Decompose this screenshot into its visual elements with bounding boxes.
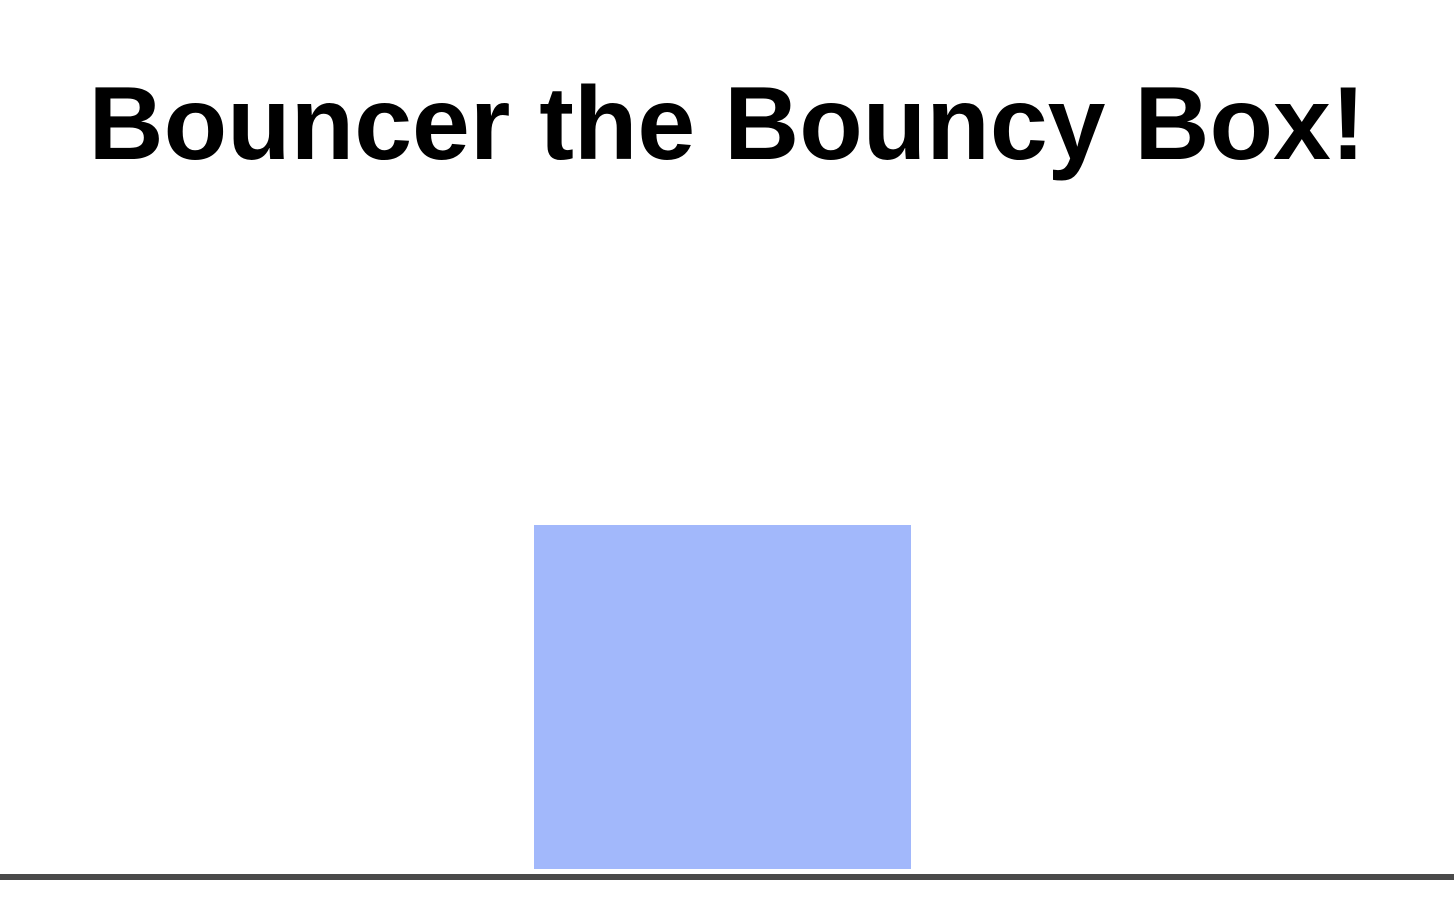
bouncy-box	[534, 525, 911, 869]
ground-line	[0, 874, 1454, 880]
page-title: Bouncer the Bouncy Box!	[88, 66, 1366, 182]
